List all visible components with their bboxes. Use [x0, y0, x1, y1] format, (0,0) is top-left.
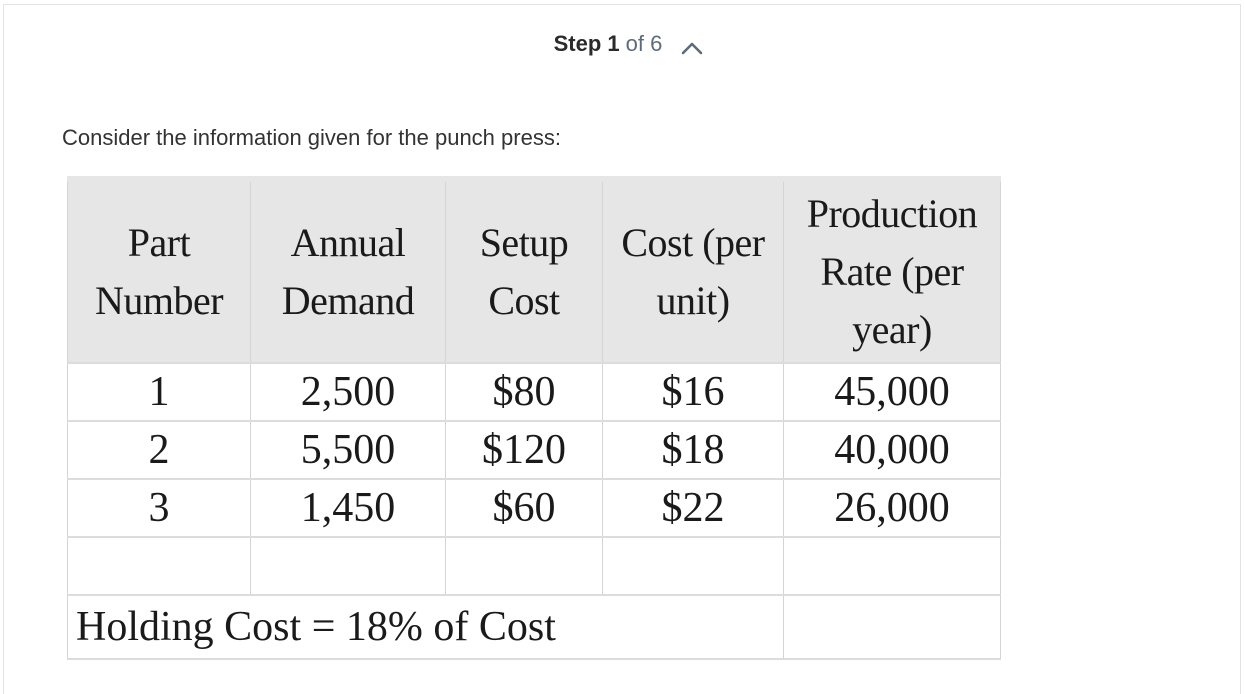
- intro-text: Consider the information given for the p…: [62, 125, 561, 150]
- step-label: Step 1: [553, 31, 620, 56]
- table-row: 3 1,450 $60 $22 26,000: [67, 479, 1001, 538]
- cell-setup-cost: $60: [445, 479, 603, 538]
- cell-setup-cost: $120: [445, 421, 603, 480]
- header-cost-per-unit: Cost (per unit): [602, 176, 784, 364]
- punch-press-table-image: Part Number Annual Demand Setup Cost Cos…: [67, 176, 1001, 660]
- cell-cost-per-unit: $16: [602, 363, 784, 422]
- cell-annual-demand: 1,450: [250, 479, 446, 538]
- punch-press-table: Part Number Annual Demand Setup Cost Cos…: [67, 176, 1001, 660]
- cell-production-rate: 40,000: [783, 421, 1001, 480]
- cell-annual-demand: 5,500: [250, 421, 446, 480]
- header-production-rate: Production Rate (per year): [783, 176, 1001, 364]
- cell-cost-per-unit: $22: [602, 479, 784, 538]
- header-setup-cost: Setup Cost: [445, 176, 603, 364]
- table-row: 1 2,500 $80 $16 45,000: [67, 363, 1001, 422]
- cell-annual-demand: 2,500: [250, 363, 446, 422]
- chevron-up-icon[interactable]: [680, 36, 704, 55]
- table-row: 2 5,500 $120 $18 40,000: [67, 421, 1001, 480]
- step-count: of 6: [625, 31, 663, 56]
- table-row-holding-cost: Holding Cost = 18% of Cost: [67, 595, 1001, 660]
- cell-part-number: 1: [67, 363, 251, 422]
- cell-setup-cost: $80: [445, 363, 603, 422]
- step-header[interactable]: Step 1 of 6: [0, 31, 1244, 57]
- table-row-empty: [67, 537, 1001, 596]
- table-header-row: Part Number Annual Demand Setup Cost Cos…: [67, 176, 1001, 364]
- header-annual-demand: Annual Demand: [250, 176, 446, 364]
- cell-part-number: 3: [67, 479, 251, 538]
- cell-production-rate: 26,000: [783, 479, 1001, 538]
- holding-cost-note: Holding Cost = 18% of Cost: [67, 595, 784, 660]
- cell-part-number: 2: [67, 421, 251, 480]
- cell-cost-per-unit: $18: [602, 421, 784, 480]
- header-part-number: Part Number: [67, 176, 251, 364]
- cell-production-rate: 45,000: [783, 363, 1001, 422]
